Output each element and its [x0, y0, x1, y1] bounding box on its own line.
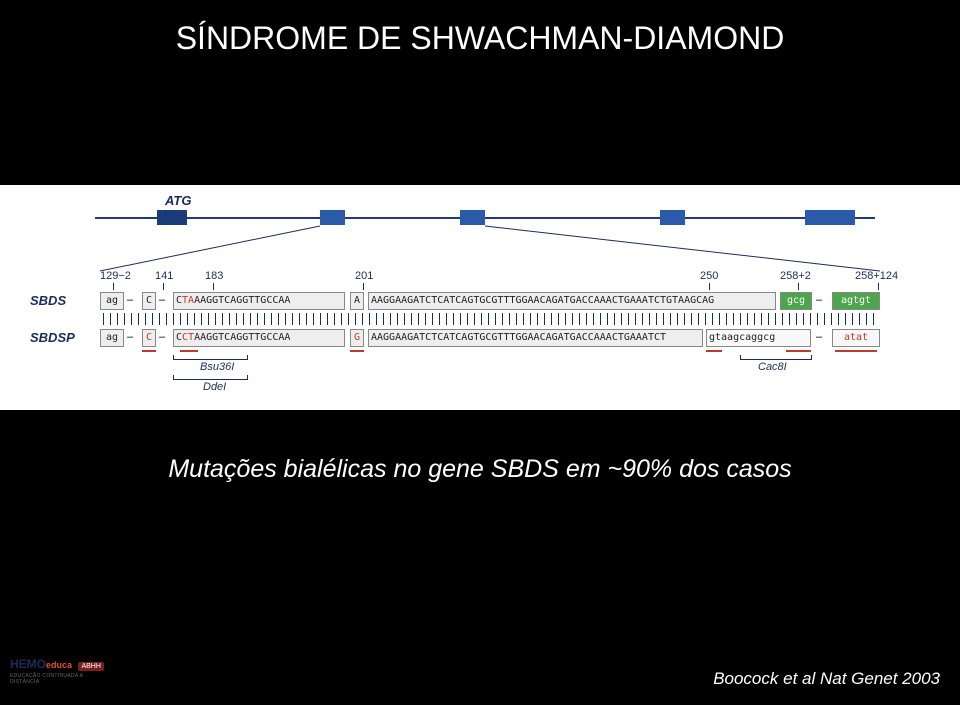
- sbdsp-c201: G: [350, 329, 364, 347]
- pos-201: 201: [355, 270, 373, 282]
- sbds-seg1: CTAAAGGTCAGGTTGCCAA: [173, 292, 345, 310]
- sbds-row-label: SBDS: [30, 293, 66, 308]
- pos-183: 183: [205, 270, 223, 282]
- sbds-intron-r1: gcg: [780, 292, 812, 310]
- bsu36i-label: Bsu36I: [200, 361, 234, 373]
- sbdsp-intron-r2: atat: [832, 329, 880, 347]
- cac8i-label: Cac8I: [758, 361, 787, 373]
- pos-258-2: 258+2: [780, 270, 811, 282]
- diff-underline-250: [706, 350, 722, 352]
- diff-underline-201: [350, 350, 364, 352]
- sbds-seg2: AAGGAAGATCTCATCAGTGCGTTTGGAACAGATGACCAAA…: [368, 292, 776, 310]
- pos-250: 250: [700, 270, 718, 282]
- sbds-intron-r2: agtgt: [832, 292, 880, 310]
- page-title: SÍNDROME DE SHWACHMAN-DIAMOND: [0, 0, 960, 57]
- pos-258-124: 258+124: [855, 270, 898, 282]
- pos-141: 141: [155, 270, 173, 282]
- sbds-c201: A: [350, 292, 364, 310]
- pos-129-2: 129−2: [100, 270, 131, 282]
- gene-structure-line: [95, 217, 875, 219]
- atg-tick: [165, 211, 166, 217]
- sbdsp-seg3: gtaagcaggcg: [706, 329, 811, 347]
- sbdsp-intron-left: ag: [100, 329, 124, 347]
- ddei-bracket: [173, 375, 248, 380]
- diff-underline-141: [142, 350, 156, 352]
- sbdsp-seg2: AAGGAAGATCTCATCAGTGCGTTTGGAACAGATGACCAAA…: [368, 329, 703, 347]
- hemo-logo: HEMOeduca ABHH EDUCAÇÃO CONTINUADA A DIS…: [10, 655, 105, 695]
- ddei-label: DdeI: [203, 381, 226, 393]
- zoom-lines: [0, 223, 960, 273]
- alignment-ticks: [100, 312, 880, 326]
- sbdsp-row-label: SBDSP: [30, 330, 75, 345]
- atg-label: ATG: [165, 193, 191, 208]
- diff-underline-258-124: [835, 350, 877, 352]
- sbds-intron-left: ag: [100, 292, 124, 310]
- cac8i-bracket: [740, 355, 812, 360]
- diff-underline-183: [180, 350, 198, 352]
- bsu36i-bracket: [173, 355, 248, 360]
- sbdsp-c141: C: [142, 329, 156, 347]
- diff-underline-258: [786, 350, 811, 352]
- sbdsp-seg1: CCTAAGGTCAGGTTGCCAA: [173, 329, 345, 347]
- gene-diagram-panel: ATG 129−2 141 183 201 250 258+2 258+124 …: [0, 185, 960, 410]
- sbds-c141: C: [142, 292, 156, 310]
- mutation-caption: SBDS Mutações bialélicas no gene SBDS em…: [0, 455, 960, 484]
- citation: Boocock et al Nat Genet 2003: [713, 669, 940, 689]
